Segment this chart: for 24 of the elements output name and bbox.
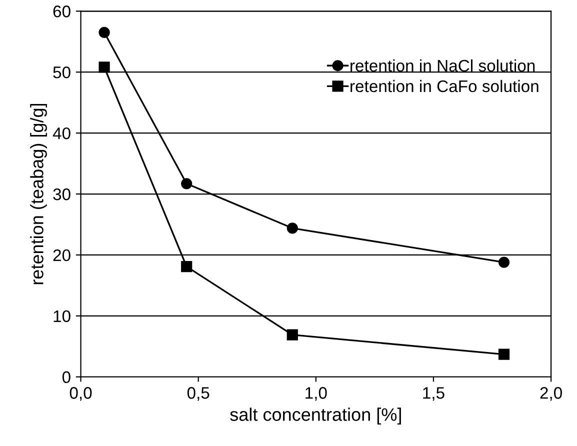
y-tick-label: 60 (53, 6, 70, 18)
x-tick-label: 1,0 (306, 387, 327, 401)
point (98, 26, 110, 38)
x-tick-label: 2,0 (540, 387, 562, 401)
y-axis-title: retention (teabag) [g/g] (30, 104, 47, 284)
y-tick-label: 30 (53, 188, 70, 200)
point (181, 178, 192, 190)
x-tick-label: 1,5 (423, 387, 444, 401)
point (98, 62, 110, 73)
point (286, 222, 298, 234)
legend-label: retention in CaFo solution (350, 80, 538, 92)
y-tick-label: 20 (53, 249, 70, 262)
point (181, 260, 192, 272)
point (498, 348, 510, 360)
x-tick-label: 0,0 (70, 387, 92, 401)
point (286, 329, 298, 340)
x-tick-label: 0,5 (187, 387, 210, 401)
y-tick-label: 50 (53, 66, 70, 78)
legend-label: retention in NaCl solution (350, 59, 535, 72)
y-tick-label: 10 (54, 310, 70, 322)
point (498, 256, 510, 268)
y-tick-label: 0 (62, 371, 70, 384)
y-tick-label: 40 (52, 127, 70, 140)
x-axis-title: salt concentration [%] (230, 408, 401, 425)
